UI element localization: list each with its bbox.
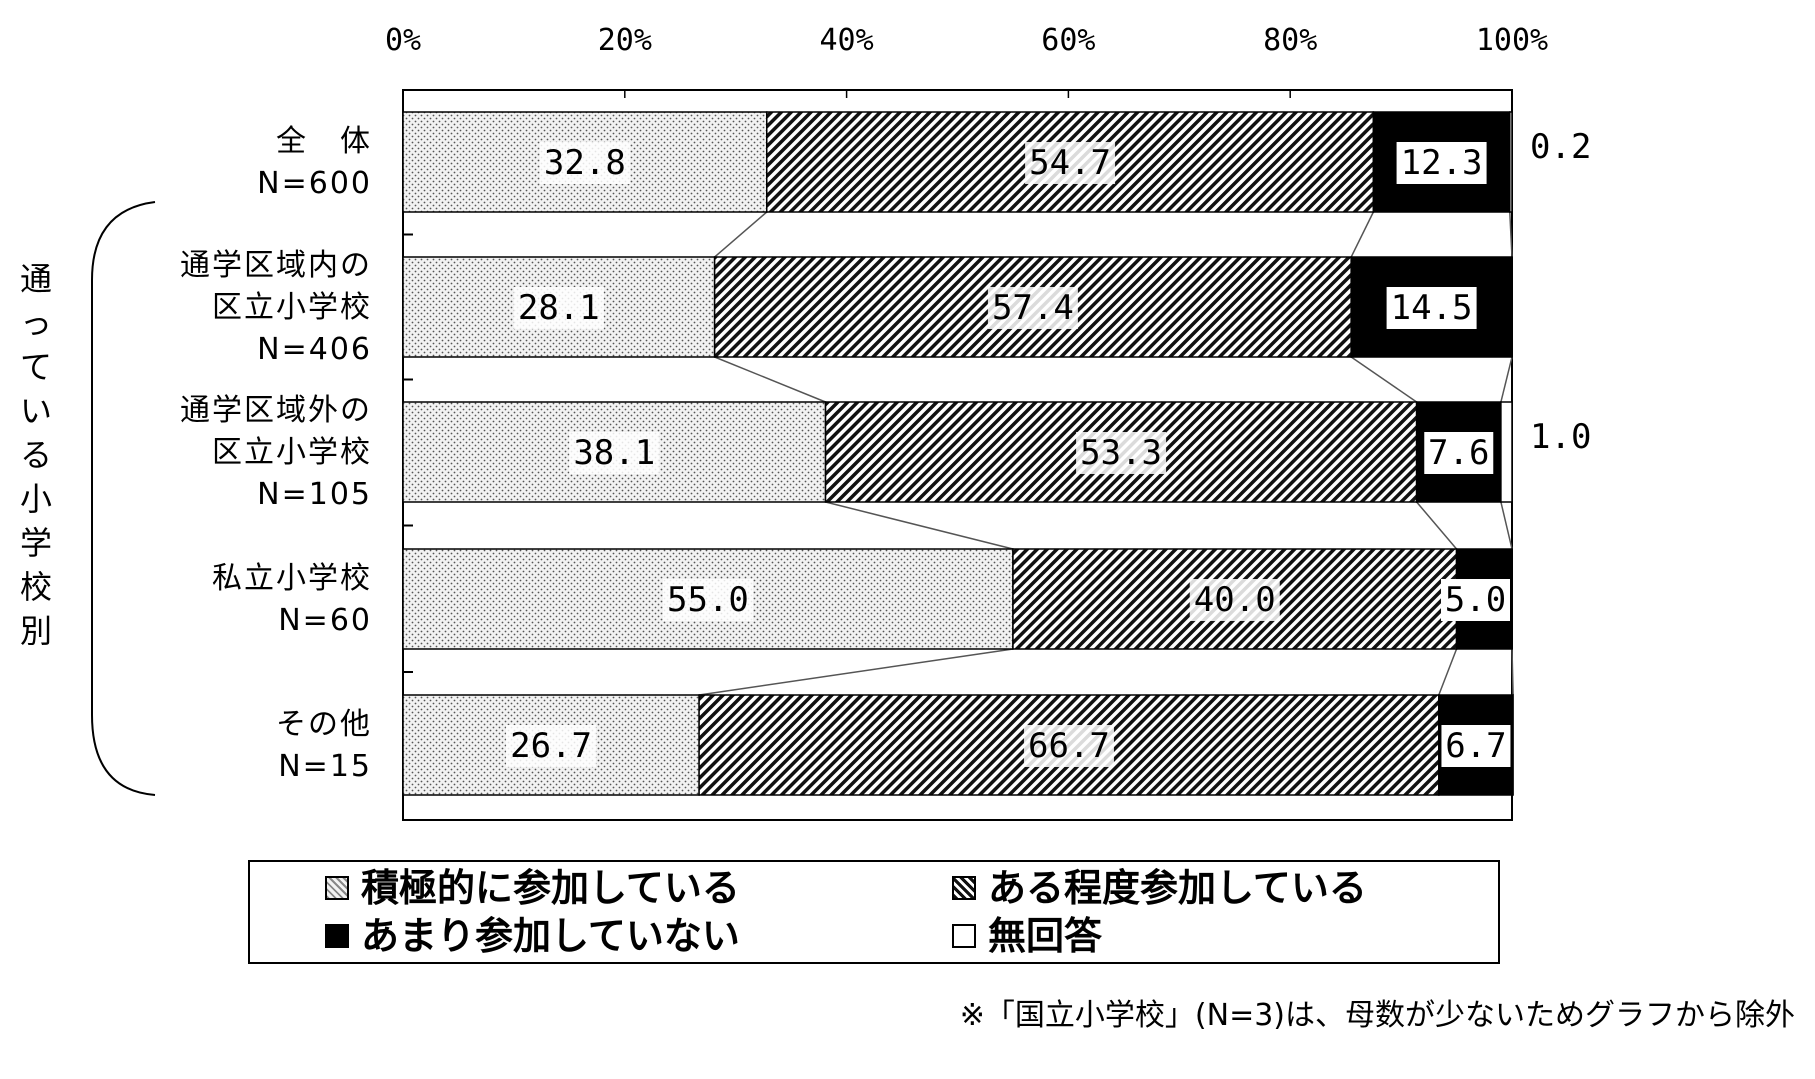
data-label: 12.3	[1401, 143, 1483, 183]
data-label: 54.7	[1029, 143, 1111, 183]
connector-line	[714, 356, 826, 403]
data-label-bg	[506, 725, 597, 767]
data-label-bg	[1441, 725, 1511, 767]
bar-segment	[1500, 401, 1513, 503]
x-tick-label: 80%	[1263, 23, 1317, 58]
data-label-bg	[987, 287, 1078, 329]
category-label: 全 体	[276, 124, 372, 159]
x-tick-label: 20%	[598, 23, 652, 58]
hatch-swatch-icon	[952, 876, 976, 900]
category-label: N=406	[257, 332, 372, 367]
connector-line	[714, 211, 768, 258]
data-label: 55.0	[667, 580, 749, 620]
bar-segment	[1509, 111, 1513, 213]
group-label-char: 学	[20, 524, 52, 562]
category-label: N=15	[278, 749, 372, 784]
connector-line	[1350, 211, 1375, 258]
x-tick-label: 40%	[820, 23, 874, 58]
connector-line	[1509, 211, 1513, 258]
legend-item-no-answer: 無回答	[952, 914, 1102, 958]
x-tick-label: 0%	[385, 23, 421, 58]
data-label: 6.7	[1445, 726, 1506, 766]
data-label: 7.6	[1428, 433, 1489, 473]
footnote: ※「国立小学校」(N=3)は、母数が少ないためグラフから除外	[959, 998, 1795, 1033]
bars	[402, 111, 1514, 796]
black-swatch-icon	[325, 924, 349, 948]
data-label: 28.1	[518, 288, 600, 328]
data-label-bg	[1189, 579, 1280, 621]
data-label-bg	[539, 142, 630, 184]
data-label-bg	[662, 579, 753, 621]
data-label-bg	[1396, 142, 1487, 184]
white-swatch-icon	[952, 924, 976, 948]
legend-label: ある程度参加している	[988, 866, 1367, 910]
data-label-bg	[1424, 432, 1494, 474]
dots-swatch-icon	[325, 876, 349, 900]
legend-label: 無回答	[988, 914, 1103, 958]
connector-line	[1438, 648, 1458, 696]
category-label: 私立小学校	[212, 561, 372, 596]
data-label: 1.0	[1530, 417, 1591, 457]
data-label: 57.4	[992, 288, 1074, 328]
data-label: 40.0	[1194, 580, 1276, 620]
group-label-char: る	[20, 436, 52, 474]
group-label-char: 別	[20, 612, 52, 650]
legend: 積極的に参加している ある程度参加している あまり参加していない 無回答	[248, 860, 1500, 964]
category-label: N=105	[257, 477, 372, 512]
category-label: 区立小学校	[212, 290, 372, 325]
series-connector-lines	[698, 211, 1514, 696]
category-label: 区立小学校	[212, 435, 372, 470]
data-label: 32.8	[544, 143, 626, 183]
group-label-char: て	[20, 348, 52, 386]
data-label: 14.5	[1391, 288, 1473, 328]
connector-line	[1350, 356, 1418, 403]
legend-label: あまり参加していない	[361, 914, 740, 958]
x-axis-ticks: 0% 20% 40% 60% 80% 100%	[385, 23, 1548, 98]
data-label: 53.3	[1080, 433, 1162, 473]
legend-item-active: 積極的に参加している	[325, 866, 740, 910]
connector-line	[1500, 501, 1513, 550]
data-label: 66.7	[1028, 726, 1110, 766]
data-label: 26.7	[510, 726, 592, 766]
x-tick-label: 60%	[1041, 23, 1095, 58]
data-label-bg	[1025, 142, 1116, 184]
legend-label: 積極的に参加している	[361, 866, 740, 910]
data-label-bg	[1023, 725, 1114, 767]
category-label: N=60	[278, 603, 372, 638]
data-label: 38.1	[573, 433, 655, 473]
group-label-char: い	[20, 392, 52, 430]
group-label-char: 小	[20, 480, 52, 518]
group-label-char: 通	[20, 260, 52, 298]
category-label: 通学区域内の	[180, 248, 372, 283]
connector-line	[1500, 356, 1513, 403]
category-labels: 全 体N=600通学区域内の区立小学校N=406通学区域外の区立小学校N=105…	[180, 124, 372, 784]
group-label-char: 校	[20, 568, 52, 606]
group-label-char: っ	[20, 304, 52, 342]
connector-line	[1511, 648, 1514, 696]
connector-line	[825, 501, 1014, 550]
data-labels: 32.8 54.7 12.3 0.2 28.1 57.4 14.5 38.1 53.3 7.6 1.…	[506, 127, 1591, 767]
connector-line	[1416, 501, 1458, 550]
data-label-bg	[569, 432, 660, 474]
data-label-bg	[1386, 287, 1477, 329]
legend-item-rarely: あまり参加していない	[325, 914, 740, 958]
category-label: 通学区域外の	[180, 393, 372, 428]
data-label: 5.0	[1445, 580, 1506, 620]
x-tick-label: 100%	[1476, 23, 1548, 58]
bracket-line	[91, 201, 156, 796]
legend-item-somewhat: ある程度参加している	[952, 866, 1367, 910]
category-label: その他	[276, 707, 372, 742]
category-label: N=600	[257, 166, 372, 201]
connector-line	[698, 648, 1014, 696]
data-label: 0.2	[1530, 127, 1591, 167]
data-label-bg	[1076, 432, 1167, 474]
data-label-bg	[513, 287, 604, 329]
data-label-bg	[1441, 579, 1510, 621]
